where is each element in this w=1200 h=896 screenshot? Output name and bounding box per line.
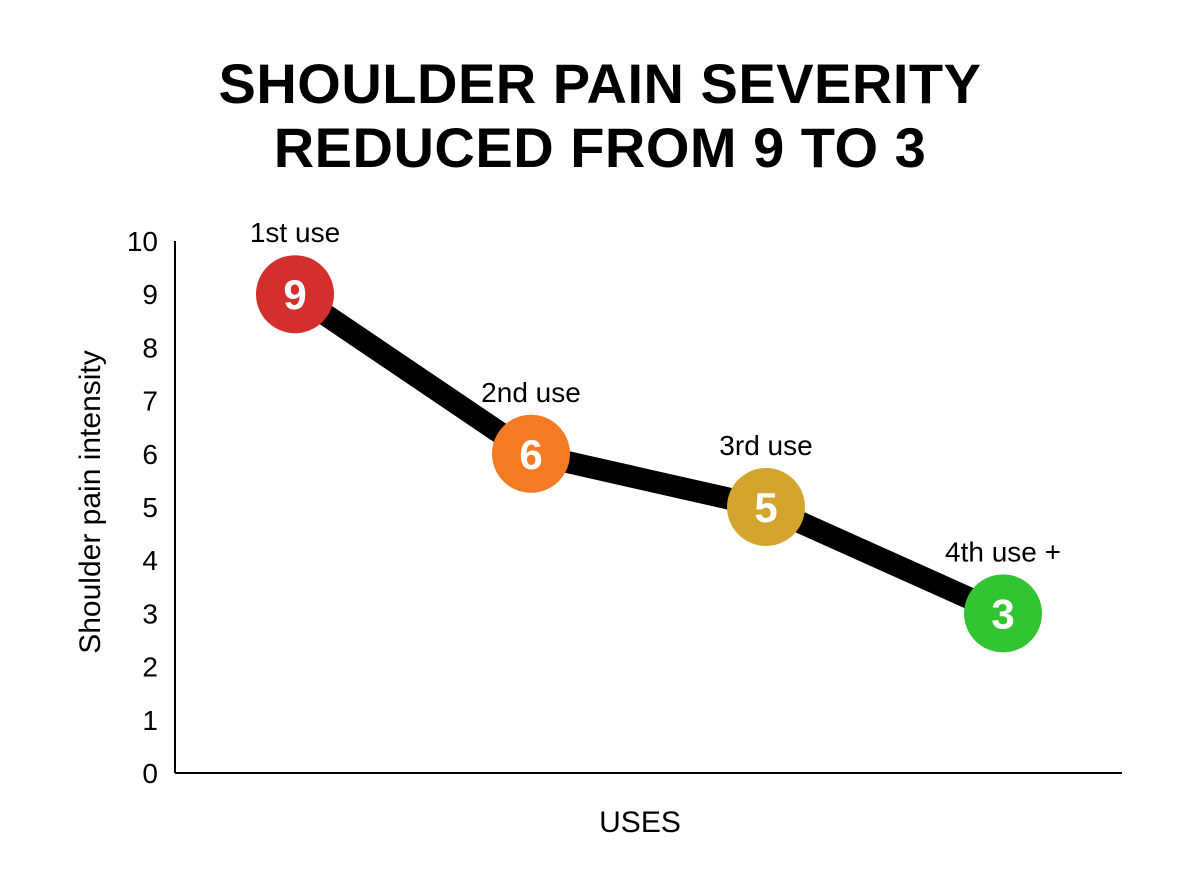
category-label: 1st use <box>250 217 340 248</box>
data-point-value: 3 <box>991 590 1014 637</box>
x-axis-label: USES <box>599 806 681 839</box>
data-point-value: 9 <box>283 271 306 318</box>
data-points: 9 1st use 6 2nd use 5 3rd use 3 4th use + <box>250 217 1061 653</box>
y-axis-label: Shoulder pain intensity <box>74 350 107 654</box>
category-label: 2nd use <box>481 377 581 408</box>
chart-title-line-2: REDUCED FROM 9 TO 3 <box>273 116 927 179</box>
data-point-marker <box>727 468 805 546</box>
y-tick-label: 9 <box>142 279 158 310</box>
data-point-value: 6 <box>519 431 542 478</box>
y-tick-label: 10 <box>127 226 158 257</box>
data-point-marker <box>492 414 570 493</box>
data-point-marker <box>964 574 1042 653</box>
data-point-marker <box>256 255 334 334</box>
series-polyline <box>288 285 1008 624</box>
y-tick-label: 8 <box>142 332 158 363</box>
y-tick-label: 0 <box>142 758 158 789</box>
chart-title-line-1: SHOULDER PAIN SEVERITY <box>218 52 982 115</box>
y-tick-label: 5 <box>142 492 158 523</box>
data-point-value: 5 <box>754 484 777 531</box>
chart-axes <box>174 241 1122 774</box>
y-tick-label: 6 <box>142 439 158 470</box>
chart-title: SHOULDER PAIN SEVERITY REDUCED FROM 9 TO… <box>0 52 1200 180</box>
y-tick-label: 3 <box>142 598 158 629</box>
y-tick-label: 1 <box>142 705 158 736</box>
y-tick-label: 2 <box>142 652 158 683</box>
category-label: 3rd use <box>719 430 812 461</box>
y-tick-label: 7 <box>142 386 158 417</box>
category-label: 4th use + <box>945 536 1061 567</box>
series-line <box>288 285 1008 624</box>
y-tick-label: 4 <box>142 545 158 576</box>
y-axis-ticks: 0 1 2 3 4 5 6 7 8 9 10 <box>127 226 158 789</box>
